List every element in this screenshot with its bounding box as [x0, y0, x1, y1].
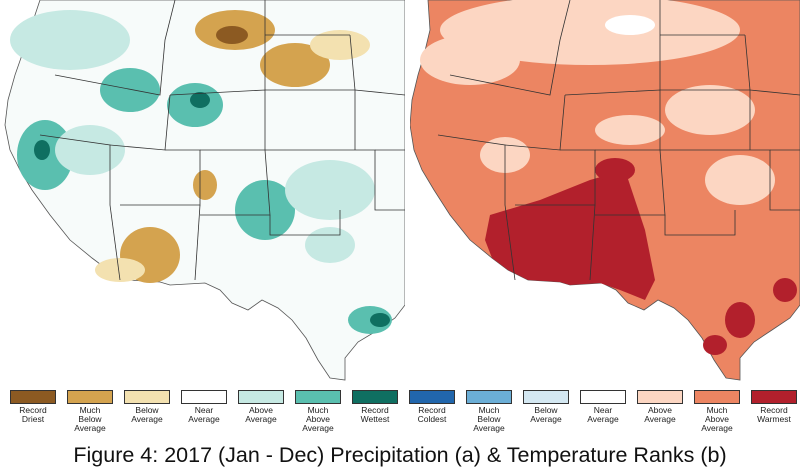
legend-item: Record Driest [5, 390, 61, 424]
above-avg-northwest [420, 35, 520, 85]
wet-area-new-mexico [235, 180, 295, 240]
legend-label: Much Above Average [302, 405, 334, 433]
wet-area-kansas [285, 160, 375, 220]
legend-item: Above Average [233, 390, 289, 424]
legend-swatch [67, 390, 113, 404]
legend-item: Below Average [119, 390, 175, 424]
legend-label: Record Coldest [417, 405, 447, 424]
legend-item: Near Average [575, 390, 631, 424]
record-warm-southwest [485, 170, 655, 300]
record-wet-gulf [370, 313, 390, 327]
legend-label: Near Average [188, 405, 220, 424]
legend-item: Above Average [632, 390, 688, 424]
legend-label: Record Warmest [757, 405, 791, 424]
legend-item: Much Above Average [290, 390, 346, 433]
legend-swatch [238, 390, 284, 404]
record-wet-california [34, 140, 50, 160]
legend-swatch [466, 390, 512, 404]
legend-swatch [637, 390, 683, 404]
record-warm-east [773, 278, 797, 302]
record-warm-areas [485, 158, 797, 355]
legend-label: Below Average [530, 405, 562, 424]
wet-area-idaho [100, 68, 160, 112]
wet-area-northwest [10, 10, 130, 70]
above-avg-central [595, 115, 665, 145]
temperature-map [410, 0, 800, 385]
legend-label: Near Average [587, 405, 619, 424]
wet-areas [10, 10, 392, 334]
legend-swatch [295, 390, 341, 404]
legend-label: Above Average [644, 405, 676, 424]
above-avg-north [440, 0, 740, 65]
legend-label: Much Below Average [74, 405, 106, 433]
dry-area-dakota-light [310, 30, 370, 60]
legend-label: Above Average [245, 405, 277, 424]
legend-swatch [352, 390, 398, 404]
legend-label: Record Driest [19, 405, 47, 424]
dry-area-southwest-light [95, 258, 145, 282]
legend-item: Much Below Average [461, 390, 517, 433]
wet-area-nevada [55, 125, 125, 175]
legend-swatch [409, 390, 455, 404]
legend-label: Much Below Average [473, 405, 505, 433]
record-warm-colorado [595, 158, 635, 182]
legend-item: Record Wettest [347, 390, 403, 424]
above-avg-kansas [705, 155, 775, 205]
legend-item: Near Average [176, 390, 232, 424]
legend-swatch [124, 390, 170, 404]
dry-areas [95, 10, 370, 283]
record-dry-montana [216, 26, 248, 44]
above-average-areas [420, 0, 775, 205]
legend-swatch [694, 390, 740, 404]
figure-caption: Figure 4: 2017 (Jan - Dec) Precipitation… [73, 443, 727, 467]
dry-area-dakota [260, 43, 330, 87]
above-avg-nebraska [665, 85, 755, 135]
legend-swatch [523, 390, 569, 404]
precipitation-map-svg [4, 0, 405, 381]
precipitation-map [0, 0, 405, 385]
legend-swatch [181, 390, 227, 404]
state-borders [437, 0, 800, 281]
record-warm-texas [725, 302, 755, 338]
legend-swatch [580, 390, 626, 404]
legend-item: Record Coldest [404, 390, 460, 424]
record-warm-gulf [703, 335, 727, 355]
record-wet-wyoming [190, 92, 210, 108]
legend-item: Much Below Average [62, 390, 118, 433]
state-borders [39, 0, 405, 281]
dry-area-colorado [193, 170, 217, 200]
legend-item: Below Average [518, 390, 574, 424]
legend-swatch [751, 390, 797, 404]
legend-swatch [10, 390, 56, 404]
legend-label: Much Above Average [701, 405, 733, 433]
legend-label: Record Wettest [360, 405, 390, 424]
legend-item: Much Above Average [689, 390, 745, 433]
legend-item: Record Warmest [746, 390, 800, 424]
temperature-map-svg [410, 0, 800, 381]
near-avg-dakota [605, 15, 655, 35]
legend-label: Below Average [131, 405, 163, 424]
legend: Record Driest Much Below Average Below Ave… [0, 390, 800, 440]
wet-area-texas [305, 227, 355, 263]
